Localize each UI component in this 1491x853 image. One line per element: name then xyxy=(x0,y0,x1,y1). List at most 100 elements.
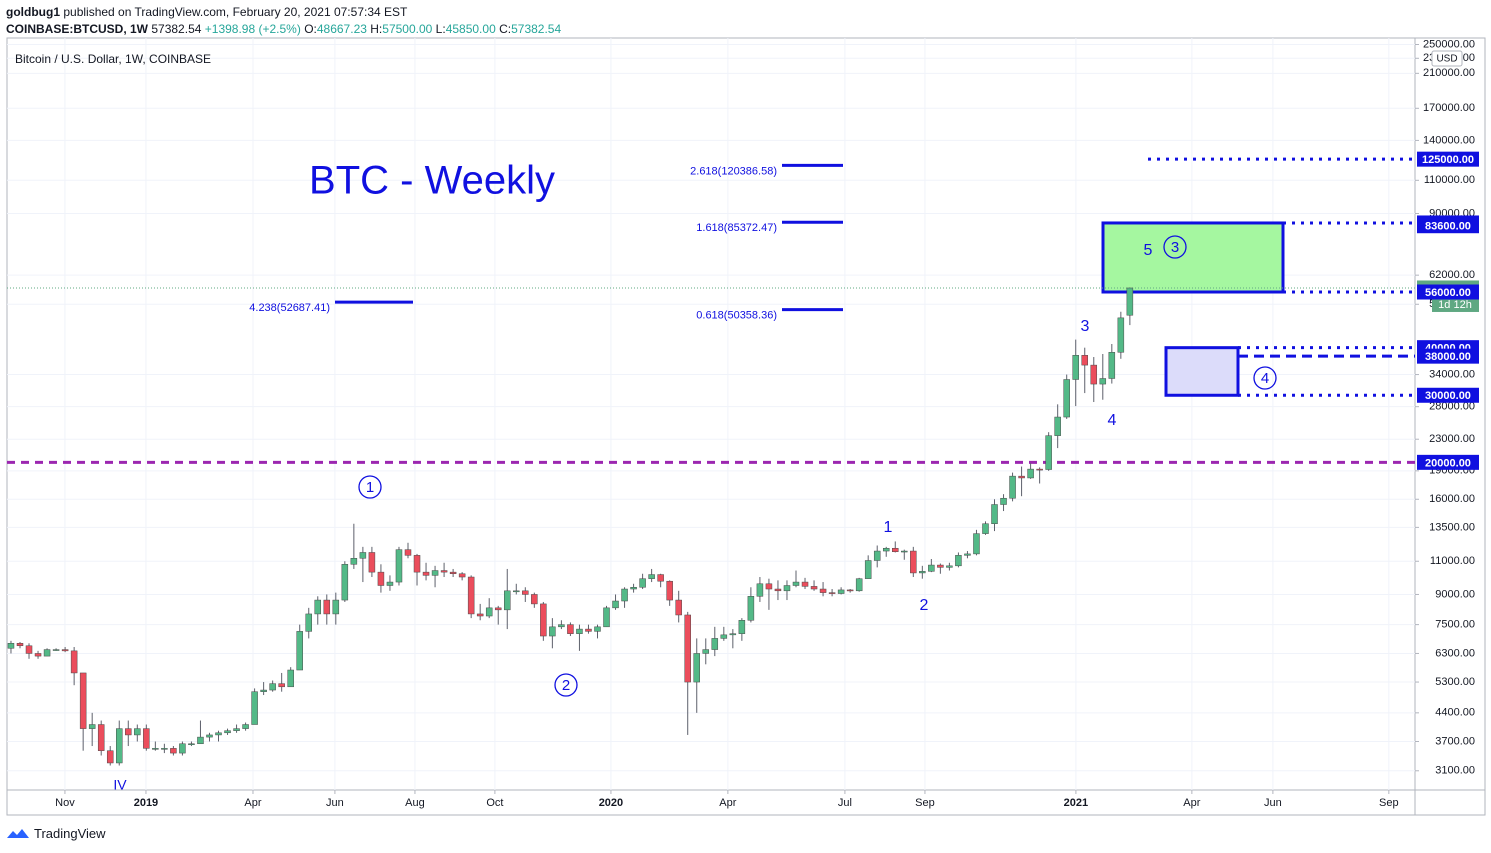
candle-body xyxy=(1018,475,1025,479)
x-tick-label: Sep xyxy=(915,797,935,809)
candle-body xyxy=(504,590,511,611)
candle-body xyxy=(837,589,845,594)
candle-body xyxy=(549,626,556,637)
candle-body xyxy=(422,571,430,576)
wave-circle xyxy=(554,673,578,697)
x-tick-label: Jul xyxy=(838,797,852,809)
ohlc-c-value: 57382.54 xyxy=(511,22,562,36)
candle-body xyxy=(558,624,565,628)
wave-label: 3 xyxy=(1081,318,1090,335)
price-label-box xyxy=(1417,151,1479,167)
candle-body xyxy=(756,583,764,597)
marks: 4.238(52687.41) 2.618(120386.58) 1.618(853… xyxy=(7,157,1415,766)
candle-body xyxy=(305,613,312,632)
candle-body xyxy=(864,560,872,579)
candle-body xyxy=(1126,287,1134,316)
candle-body xyxy=(729,633,737,636)
zone-box xyxy=(1164,346,1240,397)
candle-body xyxy=(711,638,719,650)
candle-body xyxy=(52,649,60,651)
y-tick-label: 9000.00 xyxy=(1435,588,1475,600)
price-label-box xyxy=(1417,387,1479,403)
candle-body xyxy=(693,653,700,683)
candle-body xyxy=(242,724,249,729)
publish-info: published on TradingView.com, February 2… xyxy=(63,5,408,19)
candle-body xyxy=(1117,317,1125,353)
candle-body xyxy=(404,549,412,556)
wave-label: 2 xyxy=(562,677,570,694)
chart-title: BTC - Weekly xyxy=(309,159,555,203)
x-tick-label: Oct xyxy=(486,797,503,809)
y-tick-label: 3100.00 xyxy=(1435,765,1475,777)
wave-circle xyxy=(1163,235,1187,259)
x-tick-label: Apr xyxy=(1183,797,1200,809)
candle-body xyxy=(170,748,177,754)
candle-body xyxy=(621,588,628,602)
ohlc-h-value: 57500.00 xyxy=(382,22,433,36)
candle-body xyxy=(675,599,682,616)
y-tick-label: 11000.00 xyxy=(1430,555,1475,567)
y-tick-label: 170000.00 xyxy=(1423,102,1475,114)
candle-body xyxy=(233,728,240,731)
candle-body xyxy=(937,564,944,568)
y-tick-label: 7500.00 xyxy=(1435,619,1475,631)
candle-body xyxy=(819,588,827,593)
candle-body xyxy=(873,550,881,561)
ohlc-o-label: O: xyxy=(304,22,317,36)
candle-body xyxy=(765,583,773,590)
y-tick-label: 6300.00 xyxy=(1435,647,1475,659)
brand: TradingView xyxy=(34,826,106,841)
candle-body xyxy=(531,594,538,605)
price-label-box xyxy=(1417,454,1479,470)
candle-body xyxy=(892,547,899,553)
candle-body xyxy=(359,552,367,559)
candle-body xyxy=(413,555,421,573)
candle-body xyxy=(494,607,502,611)
price-label: 56000.00 xyxy=(1425,287,1471,299)
candle-body xyxy=(79,672,87,729)
fib-label: 4.238(52687.41) xyxy=(249,302,330,314)
currency-box xyxy=(1431,50,1463,67)
candle-body xyxy=(1099,378,1107,385)
zone-box xyxy=(1101,221,1285,294)
candle-body xyxy=(1045,435,1052,470)
y-tick-label: 34000.00 xyxy=(1429,368,1475,380)
candle-body xyxy=(684,614,691,683)
wave-label: 1 xyxy=(366,479,374,496)
candle-body xyxy=(919,571,926,574)
wave-label: 4 xyxy=(1261,370,1269,387)
candle-body xyxy=(188,743,195,746)
wave-label: 5 xyxy=(1144,242,1153,259)
x-tick-label: Jun xyxy=(1264,797,1282,809)
x-tick-label: Sep xyxy=(1379,797,1399,809)
price-label: 125000.00 xyxy=(1422,154,1474,166)
candle-body xyxy=(43,649,51,657)
candle-body xyxy=(982,523,989,534)
candle-body xyxy=(585,628,592,632)
candle-body xyxy=(134,728,141,736)
candle-body xyxy=(855,578,863,592)
candle-body xyxy=(720,634,728,639)
candle-body xyxy=(61,649,69,652)
y-tick-label: 210000.00 xyxy=(1423,67,1475,79)
candle-body xyxy=(1036,468,1043,471)
candle-body xyxy=(973,533,980,555)
candle-body xyxy=(215,732,222,736)
annotations: Bitcoin / U.S. Dollar, 1W, COINBASE BTC … xyxy=(15,50,1479,793)
candle-body xyxy=(440,570,448,573)
candle-body xyxy=(143,728,150,749)
wave-label: 2 xyxy=(920,597,929,614)
y-tick-label: 16000.00 xyxy=(1429,493,1475,505)
price-label: 38000.00 xyxy=(1425,351,1471,363)
footer: TradingView xyxy=(6,826,106,841)
candle-body xyxy=(16,643,24,647)
price-label: 30000.00 xyxy=(1425,390,1471,402)
ohlc-c-label: C: xyxy=(499,22,512,36)
candle-body xyxy=(1090,364,1098,385)
ohlc-l-label: L: xyxy=(435,22,446,36)
price-label-box xyxy=(1417,218,1479,234)
x-tick-label: 2020 xyxy=(599,797,623,809)
wave-circle xyxy=(1253,366,1277,390)
candle-body xyxy=(269,683,276,691)
wave-circle xyxy=(358,475,382,499)
